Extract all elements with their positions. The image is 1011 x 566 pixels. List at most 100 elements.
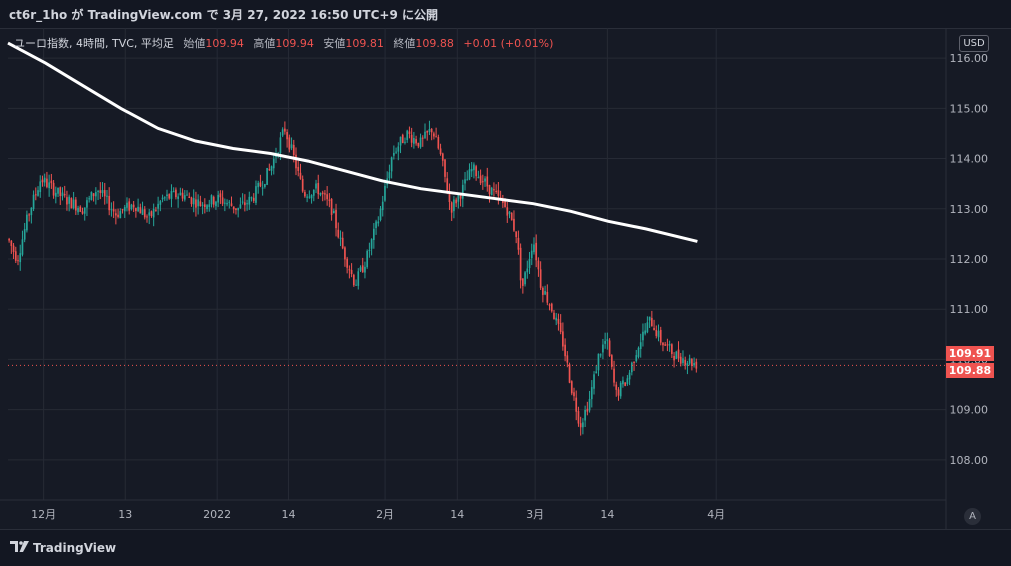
candle: [624, 382, 626, 387]
candle-body: [48, 182, 50, 189]
candle: [228, 199, 231, 209]
candle-body: [450, 202, 453, 213]
candle-body: [61, 192, 64, 197]
candle: [395, 147, 397, 154]
candle-body: [659, 329, 662, 343]
candle: [143, 206, 146, 220]
candle: [368, 242, 371, 258]
candle: [135, 207, 137, 218]
price-chart[interactable]: 108.00109.00110.00111.00112.00113.00114.…: [0, 28, 1011, 530]
candle-body: [248, 196, 251, 205]
candle: [386, 171, 389, 189]
candle: [255, 180, 257, 206]
candle: [261, 180, 264, 196]
candle-body: [72, 199, 75, 209]
candle-body: [410, 134, 413, 143]
candle: [235, 208, 237, 215]
currency-badge[interactable]: USD: [959, 35, 989, 52]
candle: [377, 216, 380, 227]
candle-body: [246, 203, 248, 205]
candle-body: [448, 192, 451, 203]
candle-body: [635, 355, 638, 362]
candle: [610, 354, 613, 370]
candle: [553, 309, 555, 320]
candle: [183, 190, 186, 202]
candle: [488, 184, 491, 203]
candle: [215, 200, 217, 210]
candle-body: [110, 209, 113, 211]
candle: [139, 203, 142, 214]
candle-body: [557, 318, 560, 324]
candle-body: [119, 211, 122, 219]
candle: [542, 286, 544, 303]
candle-body: [539, 269, 542, 288]
candle: [190, 196, 193, 207]
candle: [426, 130, 429, 141]
candle: [639, 333, 642, 358]
candle: [212, 195, 215, 208]
candle: [673, 352, 675, 368]
candle: [646, 316, 649, 334]
candle-body: [662, 342, 664, 346]
candle: [484, 176, 486, 187]
time-axis[interactable]: 12月 13 2022 14 2月 14 3月 14 4月: [31, 508, 725, 521]
candle: [288, 134, 291, 153]
candle: [39, 175, 42, 198]
candle: [59, 186, 62, 205]
candle-body: [141, 209, 144, 215]
candle-body: [79, 206, 82, 212]
candle-body: [312, 189, 315, 196]
candle-body: [604, 341, 606, 344]
candle: [588, 390, 591, 413]
candle: [568, 362, 571, 384]
candle-body: [74, 199, 77, 211]
candle: [52, 179, 55, 199]
candle-body: [112, 209, 115, 212]
legend-close-label: 終値: [393, 37, 416, 50]
candle: [317, 174, 320, 199]
candle: [128, 198, 131, 215]
candle-body: [657, 330, 660, 338]
candle-body: [361, 265, 364, 273]
candle: [163, 196, 166, 201]
auto-scale-button[interactable]: A: [964, 508, 981, 525]
candle: [66, 190, 68, 211]
candle-body: [555, 317, 558, 321]
candle-body: [364, 266, 366, 273]
candle: [544, 285, 546, 296]
candle-body: [52, 182, 55, 196]
candle: [517, 230, 520, 255]
candle: [446, 172, 449, 195]
candle-body: [339, 237, 342, 239]
candle-body: [8, 238, 10, 241]
candle: [308, 190, 311, 199]
candle-body: [475, 166, 477, 177]
price-axis[interactable]: 108.00109.00110.00111.00112.00113.00114.…: [950, 52, 989, 467]
candle-body: [170, 191, 173, 199]
candle: [63, 185, 66, 198]
candle-layer: [8, 120, 698, 436]
candle-body: [286, 131, 288, 140]
candle-body: [103, 190, 106, 197]
candle-body: [344, 247, 346, 260]
candle-body: [537, 260, 540, 270]
candle-body: [132, 204, 135, 208]
candle-body: [17, 260, 19, 262]
candle-body: [106, 195, 108, 197]
candle: [533, 237, 535, 255]
candle: [166, 189, 168, 201]
candle-body: [671, 344, 673, 355]
candle-body: [404, 141, 406, 143]
candle: [244, 194, 246, 212]
candle-body: [168, 194, 171, 199]
candle: [357, 268, 360, 290]
candle: [497, 181, 500, 205]
candle-body: [281, 129, 284, 136]
candle: [168, 193, 171, 200]
candle-body: [346, 258, 349, 268]
candle-body: [341, 237, 344, 249]
candle-body: [66, 197, 68, 205]
candle-body: [121, 209, 124, 211]
y-tick-label: 116.00: [950, 52, 989, 65]
candle: [177, 193, 179, 208]
